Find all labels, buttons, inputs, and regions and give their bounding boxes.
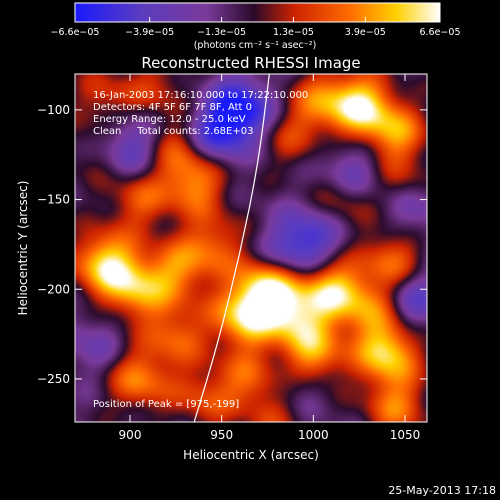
colorbar-tick-label: −1.3e−05	[197, 27, 246, 38]
y-tick-label: −100	[37, 103, 70, 117]
colorbar-tick-label: −6.6e−05	[51, 27, 100, 38]
x-axis-ticks: 900 950 1000 1050	[119, 74, 421, 442]
y-tick-label: −150	[37, 193, 70, 207]
annotation-detectors: Detectors: 4F 5F 6F 7F 8F, Att 0	[93, 102, 252, 113]
annotation-time: 16-Jan-2003 17:16:10.000 to 17:22:10.000	[93, 90, 308, 101]
y-tick-label: −250	[37, 372, 70, 386]
x-tick-label: 1000	[298, 428, 329, 442]
x-tick-label: 950	[210, 428, 233, 442]
x-axis-label: Heliocentric X (arcsec)	[183, 448, 319, 462]
peak-position-label: Position of Peak = [975,-199]	[93, 399, 239, 410]
x-tick-label: 900	[119, 428, 142, 442]
y-axis-label: Heliocentric Y (arcsec)	[16, 181, 30, 316]
colorbar-ticks: −6.6e−05 −3.9e−05 −1.3e−05 1.3e−05 3.9e−05 6.…	[51, 17, 461, 38]
y-tick-label: −200	[37, 282, 70, 296]
colorbar-tick-label: 3.9e−05	[345, 27, 386, 38]
footer-timestamp: 25-May-2013 17:18	[388, 484, 496, 497]
colorbar-unit-label: (photons cm⁻² s⁻¹ asec⁻²)	[194, 40, 317, 51]
chart-title: Reconstructed RHESSI Image	[141, 54, 360, 72]
solar-limb-line	[193, 74, 270, 422]
colorbar-tick-label: −3.9e−05	[125, 27, 174, 38]
plot-frame	[74, 73, 428, 423]
annotation-clean: Clean Total counts: 2.68E+03	[93, 126, 253, 137]
annotation-energy: Energy Range: 12.0 - 25.0 keV	[93, 114, 246, 125]
x-tick-label: 1050	[390, 428, 421, 442]
y-axis-ticks: −100 −150 −200 −250	[37, 103, 427, 386]
colorbar-tick-label: 1.3e−05	[273, 27, 314, 38]
colorbar	[74, 2, 441, 23]
colorbar-tick-label: 6.6e−05	[419, 27, 460, 38]
